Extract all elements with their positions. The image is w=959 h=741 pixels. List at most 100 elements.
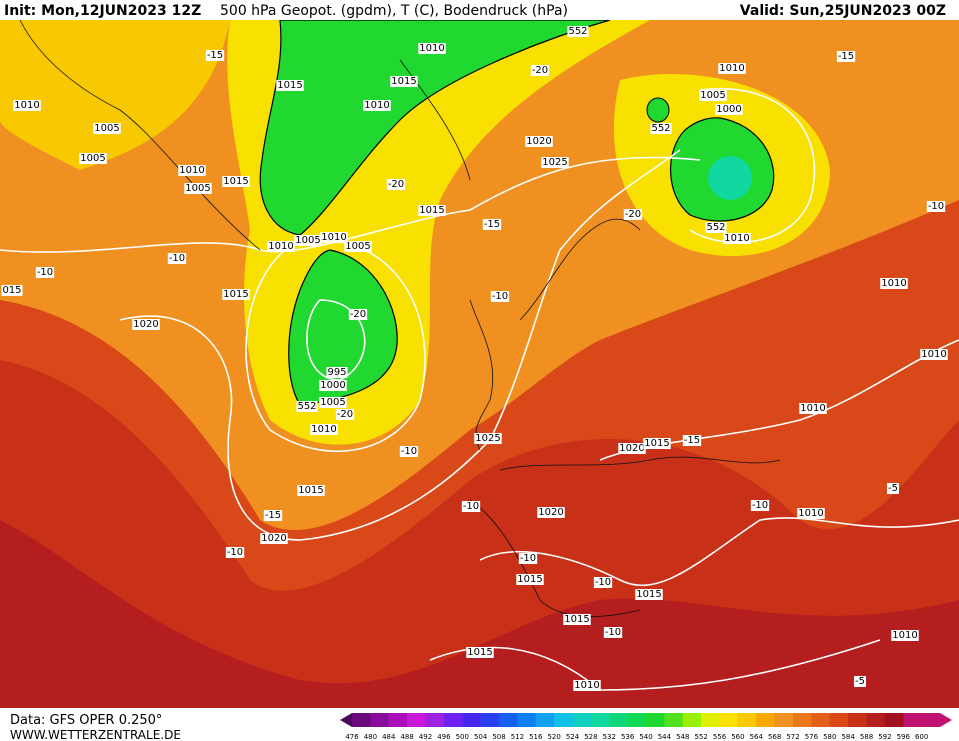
label-box — [222, 176, 250, 187]
label-box — [635, 589, 663, 600]
low — [646, 97, 670, 123]
colorbar-swatch — [554, 713, 573, 727]
contour-label: 1010 — [800, 403, 825, 414]
contour-label: -10 — [463, 501, 479, 512]
contour-label: 1015 — [277, 80, 302, 91]
contour-label: 1025 — [475, 433, 500, 444]
colorbar-label: 484 — [382, 733, 396, 741]
contour-label: -5 — [855, 676, 865, 687]
label-box — [718, 63, 746, 74]
low-core — [708, 156, 752, 200]
label-box — [222, 289, 250, 300]
label-box — [836, 51, 856, 62]
label-box — [926, 201, 946, 212]
colorbar-label: 488 — [400, 733, 413, 741]
label-box — [348, 309, 368, 320]
label-box — [132, 319, 160, 330]
hot-field — [0, 520, 959, 708]
colorbar-swatch — [627, 713, 647, 727]
contour-label: 1005 — [80, 153, 105, 164]
colorbar-swatch — [701, 713, 720, 727]
colorbar-swatch — [646, 713, 665, 727]
contour-label: 1010 — [724, 233, 749, 244]
contour-label: 1010 — [321, 232, 346, 243]
colorbar-label: 512 — [511, 733, 524, 741]
colorbar-swatch — [499, 713, 518, 727]
colorbar-swatch — [793, 713, 812, 727]
label-box — [563, 614, 591, 625]
label-box — [643, 438, 671, 449]
label-box — [474, 433, 502, 444]
contour-label: -10 — [401, 446, 417, 457]
coastlines — [19, 19, 781, 617]
contour-label: 1010 — [14, 100, 39, 111]
contour-label: -10 — [492, 291, 508, 302]
label-box — [320, 232, 348, 243]
label-box — [260, 533, 288, 544]
contour-label: 1000 — [320, 380, 345, 391]
colorbar-swatch — [425, 713, 445, 727]
contour-label: 1015 — [467, 647, 492, 658]
label-box — [386, 179, 406, 190]
label-box — [1, 285, 23, 296]
label-box — [390, 76, 418, 87]
colorbar-swatch — [903, 713, 923, 727]
label-box — [537, 507, 565, 518]
colorbar-swatch — [590, 713, 610, 727]
contour-label: 1010 — [921, 349, 946, 360]
colorbar-swatch — [462, 713, 482, 727]
colorbar-label: 548 — [676, 733, 689, 741]
colorbar-label: 560 — [731, 733, 744, 741]
colorbar-swatch — [407, 713, 426, 727]
contour-label: 1020 — [261, 533, 286, 544]
contour-label: 1010 — [419, 43, 444, 54]
colorbar-swatch — [664, 713, 684, 727]
colorbar-swatch — [866, 713, 886, 727]
header-band — [0, 0, 959, 20]
label-box — [567, 26, 589, 37]
colorbar-label: 532 — [603, 733, 616, 741]
contour-label: 552 — [568, 26, 587, 37]
contour-label: -10 — [520, 553, 536, 564]
site: WWW.WETTERZENTRALE.DE — [10, 728, 181, 741]
label-box — [319, 380, 347, 391]
label-box — [205, 50, 225, 61]
label-box — [225, 547, 245, 558]
colorbar-label: 564 — [750, 733, 764, 741]
label-box — [573, 680, 601, 691]
label-box — [750, 500, 770, 511]
contour-label: 1010 — [364, 100, 389, 111]
data-source: Data: GFS OPER 0.250° — [10, 713, 162, 728]
contour-label: -20 — [388, 179, 404, 190]
label-box — [854, 676, 866, 687]
contour-label: 1015 — [564, 614, 589, 625]
label-box — [276, 80, 304, 91]
contour-label: 1010 — [268, 241, 293, 252]
contour-label: 552 — [297, 401, 316, 412]
label-box — [326, 367, 348, 378]
label-box — [593, 577, 613, 588]
label-box — [35, 267, 55, 278]
label-box — [294, 235, 322, 246]
contour-label: 1005 — [700, 90, 725, 101]
colorbar-swatch — [737, 713, 757, 727]
contour-label: 1010 — [798, 508, 823, 519]
contour-label: 1020 — [133, 319, 158, 330]
label-box — [541, 157, 569, 168]
label-box — [530, 65, 550, 76]
colorbar-label: 524 — [566, 733, 580, 741]
colorbar-label: 572 — [786, 733, 799, 741]
colorbar-swatch — [756, 713, 776, 727]
cool-field — [0, 20, 230, 170]
colorbar: 476 480 484 488 492 496 500 504 508 512 516 520 524 5… — [340, 713, 952, 741]
colorbar-label: 504 — [474, 733, 488, 741]
contour-label: -15 — [207, 50, 223, 61]
colorbar-swatch — [811, 713, 831, 727]
label-box — [178, 165, 206, 176]
colorbar-label: 556 — [713, 733, 727, 741]
colorbar-label: 520 — [547, 733, 560, 741]
colorbar-label: 588 — [860, 733, 873, 741]
label-box — [296, 401, 318, 412]
